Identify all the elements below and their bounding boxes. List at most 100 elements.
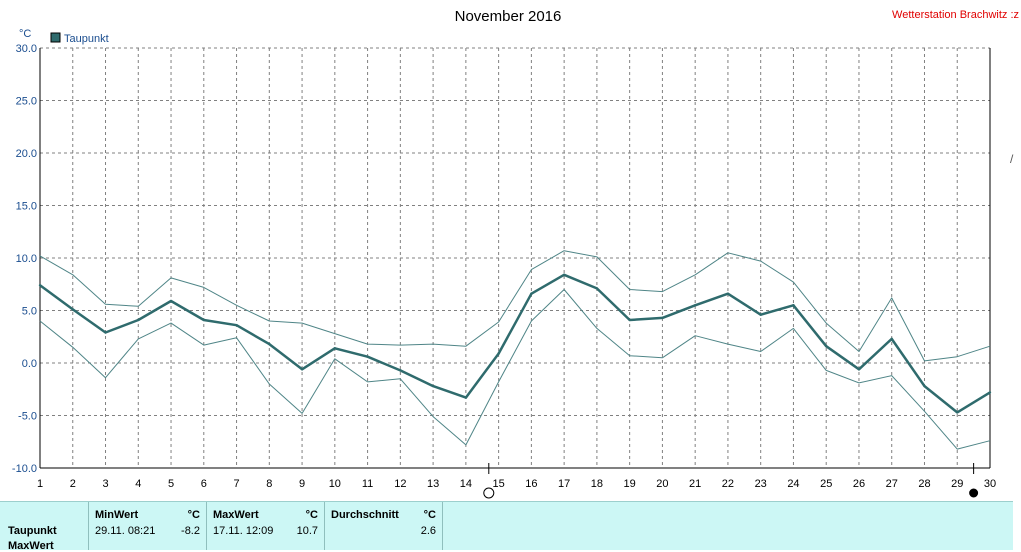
legend-label: Taupunkt: [64, 33, 109, 45]
x-tick-label: 13: [427, 478, 439, 490]
data-point: [104, 331, 107, 334]
series-line-min: [39, 289, 991, 450]
min-column: MinWert °C 29.11. 08:21 -8.2: [88, 502, 206, 550]
axes: 30.025.020.015.010.05.00.0-5.0-10.01 2 3 4 5…: [12, 43, 996, 490]
data-point: [562, 273, 566, 276]
data-point: [268, 342, 271, 346]
data-point: [923, 384, 926, 388]
series-line-avg: [39, 273, 991, 414]
series-lines: [38, 250, 992, 450]
row-label-maxwert: MaxWert: [8, 540, 54, 552]
x-tick-label: 8: [266, 478, 272, 490]
x-tick-label: 15: [492, 478, 504, 490]
max-unit: °C: [305, 509, 318, 521]
data-point: [399, 369, 402, 372]
x-tick-label: 4: [135, 478, 141, 490]
x-tick-label: 16: [525, 478, 537, 490]
min-unit: °C: [187, 509, 200, 521]
data-point: [857, 368, 861, 371]
data-point: [792, 304, 795, 307]
data-point: [661, 316, 664, 320]
x-tick-label: 17: [558, 478, 570, 490]
x-tick-label: 12: [394, 478, 406, 490]
data-point: [169, 299, 173, 303]
full-moon-icon: [969, 488, 979, 498]
y-tick-label: 20.0: [16, 148, 37, 160]
max-header: MaxWert: [213, 509, 259, 521]
data-point: [530, 292, 533, 295]
data-point: [38, 284, 42, 287]
x-tick-label: 10: [329, 478, 341, 490]
x-tick-label: 14: [460, 478, 472, 490]
avg-column: Durchschnitt °C 2.6: [324, 502, 443, 550]
data-point: [759, 313, 762, 316]
data-point: [726, 292, 730, 295]
data-point: [825, 345, 828, 348]
x-tick-label: 24: [787, 478, 799, 490]
series-line-max: [39, 250, 991, 362]
data-point: [431, 384, 435, 388]
avg-value: 2.6: [420, 525, 436, 537]
x-tick-label: 5: [168, 478, 174, 490]
data-point: [366, 355, 369, 358]
x-tick-label: 18: [591, 478, 603, 490]
stats-panel: Taupunkt MaxWert MinWert °C 29.11. 08:21…: [0, 501, 1013, 552]
max-value: 10.7: [296, 525, 318, 537]
data-point: [890, 337, 893, 341]
min-value: -8.2: [181, 525, 200, 537]
x-tick-label: 2: [70, 478, 76, 490]
data-point: [988, 391, 992, 394]
x-tick-label: 11: [362, 478, 373, 490]
row-label-taupunkt: Taupunkt: [8, 525, 57, 537]
chart: 30.025.020.015.010.05.00.0-5.0-10.01 2 3 4 5…: [12, 8, 1019, 499]
max-time: 17.11. 12:09: [213, 525, 274, 537]
x-tick-label: 9: [299, 478, 305, 490]
new-moon-icon: [483, 487, 495, 499]
min-time: 29.11. 08:21: [95, 525, 156, 537]
avg-unit: °C: [423, 509, 436, 521]
data-point: [693, 304, 697, 307]
data-point: [464, 396, 468, 399]
data-point: [595, 287, 599, 290]
max-column: MaxWert °C 17.11. 12:09 10.7: [206, 502, 324, 550]
y-tick-label: 0.0: [22, 358, 37, 370]
x-tick-label: 3: [102, 478, 108, 490]
y-tick-label: 25.0: [16, 96, 37, 108]
x-tick-label: 21: [689, 478, 701, 490]
data-point: [497, 352, 500, 355]
data-point: [71, 308, 74, 311]
x-tick-label: 25: [820, 478, 832, 490]
x-tick-label: 19: [624, 478, 636, 490]
y-tick-label: 10.0: [16, 253, 37, 265]
y-tick-label: 5.0: [22, 306, 37, 318]
x-tick-label: 28: [918, 478, 930, 490]
min-header: MinWert: [95, 509, 139, 521]
chart-title: November 2016: [455, 8, 562, 25]
data-point: [137, 318, 140, 322]
x-tick-label: 27: [886, 478, 898, 490]
x-tick-label: 22: [722, 478, 734, 490]
data-point: [333, 347, 337, 350]
x-tick-label: 1: [37, 478, 43, 490]
x-tick-label: 20: [656, 478, 668, 490]
data-point: [202, 318, 205, 322]
legend-swatch: [50, 32, 61, 43]
y-tick-label: 15.0: [16, 201, 37, 213]
data-point: [956, 411, 959, 414]
y-tick-label: -5.0: [18, 411, 37, 423]
y-tick-label: -10.0: [12, 463, 37, 475]
x-tick-label: 23: [755, 478, 767, 490]
x-tick-label: 29: [951, 478, 963, 490]
station-label: Wetterstation Brachwitz :z: [892, 9, 1019, 21]
x-tick-label: 7: [233, 478, 239, 490]
labels: November 2016 Wetterstation Brachwitz :z…: [19, 8, 1019, 499]
avg-header: Durchschnitt: [331, 509, 399, 521]
data-point: [300, 368, 304, 371]
data-point: [628, 318, 631, 322]
y-axis-unit: °C: [19, 28, 31, 40]
x-tick-label: 6: [201, 478, 207, 490]
grid: [40, 47, 990, 469]
x-tick-label: 30: [984, 478, 996, 490]
x-tick-label: 26: [853, 478, 865, 490]
y-tick-label: 30.0: [16, 43, 37, 55]
